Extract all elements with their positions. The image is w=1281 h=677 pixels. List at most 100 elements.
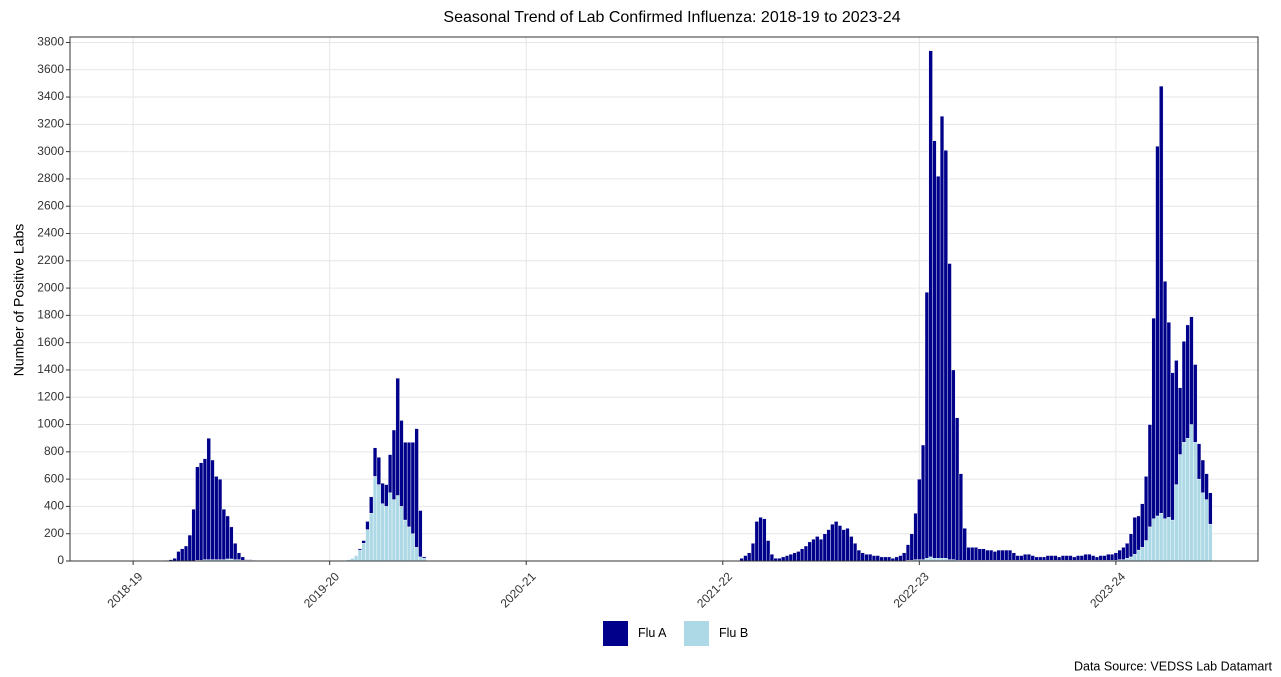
bar (879, 556, 884, 562)
bar (1204, 473, 1209, 500)
bar (818, 538, 824, 562)
bar (384, 484, 389, 507)
bar (240, 556, 245, 561)
bar (886, 556, 892, 562)
bar (1185, 324, 1190, 439)
bar (1060, 555, 1066, 561)
bar (1174, 484, 1179, 562)
bar (796, 551, 801, 562)
bar (1147, 526, 1152, 562)
bar (1128, 556, 1134, 562)
bar (1026, 553, 1032, 561)
bar (1038, 556, 1043, 561)
bar (221, 508, 226, 560)
bar (784, 555, 790, 562)
bar (822, 533, 827, 562)
bar (1011, 552, 1016, 561)
bar (1200, 459, 1205, 493)
y-tick-label: 2200 (37, 253, 64, 267)
bar (244, 559, 249, 561)
bar (410, 442, 415, 534)
bar (902, 552, 907, 562)
bar (1125, 543, 1130, 559)
bar (199, 462, 204, 561)
bar (202, 458, 208, 560)
bar (1140, 547, 1145, 562)
bar (1019, 555, 1024, 561)
y-tick-label: 2400 (37, 226, 64, 240)
bar (1106, 553, 1111, 561)
bar (924, 291, 929, 559)
bar (195, 466, 200, 561)
legend-swatch (603, 621, 628, 646)
bar (852, 543, 858, 562)
y-tick-label: 200 (44, 526, 64, 540)
bar (766, 540, 771, 562)
bar (414, 428, 419, 548)
bar (1208, 523, 1213, 562)
bar (807, 541, 812, 562)
y-tick-label: 3800 (37, 35, 64, 49)
bar (1041, 556, 1047, 561)
bar (206, 437, 211, 560)
bar (399, 420, 404, 507)
bar (747, 552, 752, 562)
legend-label: Flu A (638, 626, 667, 640)
bar (1162, 518, 1168, 562)
bar (380, 503, 385, 562)
bar (357, 548, 363, 551)
bar (1057, 556, 1062, 561)
bar (871, 555, 877, 562)
bar (1094, 556, 1100, 561)
y-tick-label: 3600 (37, 62, 64, 76)
bar (1181, 341, 1187, 443)
bar (365, 521, 370, 530)
bar (1196, 478, 1202, 562)
bar (399, 506, 404, 562)
bar (811, 538, 816, 562)
bar (1193, 442, 1198, 562)
bar (1004, 549, 1009, 561)
bar (388, 492, 393, 562)
bar (217, 478, 223, 560)
bar (369, 513, 374, 562)
bar (932, 140, 937, 559)
bar (928, 556, 933, 562)
bar (1189, 316, 1194, 425)
bar (1110, 553, 1115, 561)
bar (864, 553, 869, 562)
y-tick-label: 3400 (37, 89, 64, 103)
bar (951, 369, 956, 560)
y-axis-title: Number of Positive Labs (11, 224, 27, 377)
bar (1155, 145, 1160, 517)
bar (792, 552, 797, 562)
bar (894, 556, 899, 562)
bar (1132, 517, 1137, 555)
bar (1174, 360, 1179, 485)
bar (1102, 555, 1107, 561)
bar (406, 442, 412, 528)
bar (754, 521, 759, 562)
bar (1147, 424, 1152, 528)
bar (376, 484, 381, 562)
bar (803, 545, 809, 562)
bar (1064, 555, 1069, 561)
bar (905, 544, 911, 561)
bar (384, 506, 389, 562)
bar (391, 499, 397, 562)
bar (977, 548, 982, 561)
bar (180, 548, 185, 562)
legend-label: Flu B (719, 626, 748, 640)
y-tick-label: 2800 (37, 171, 64, 185)
bar (1155, 515, 1160, 562)
bar (909, 533, 914, 561)
bar (1045, 555, 1050, 561)
bar (1072, 556, 1077, 561)
y-tick-label: 800 (44, 444, 64, 458)
bar (361, 540, 366, 544)
bar (917, 478, 922, 560)
bar (875, 555, 880, 562)
bar (1140, 503, 1145, 548)
bar (395, 495, 400, 562)
